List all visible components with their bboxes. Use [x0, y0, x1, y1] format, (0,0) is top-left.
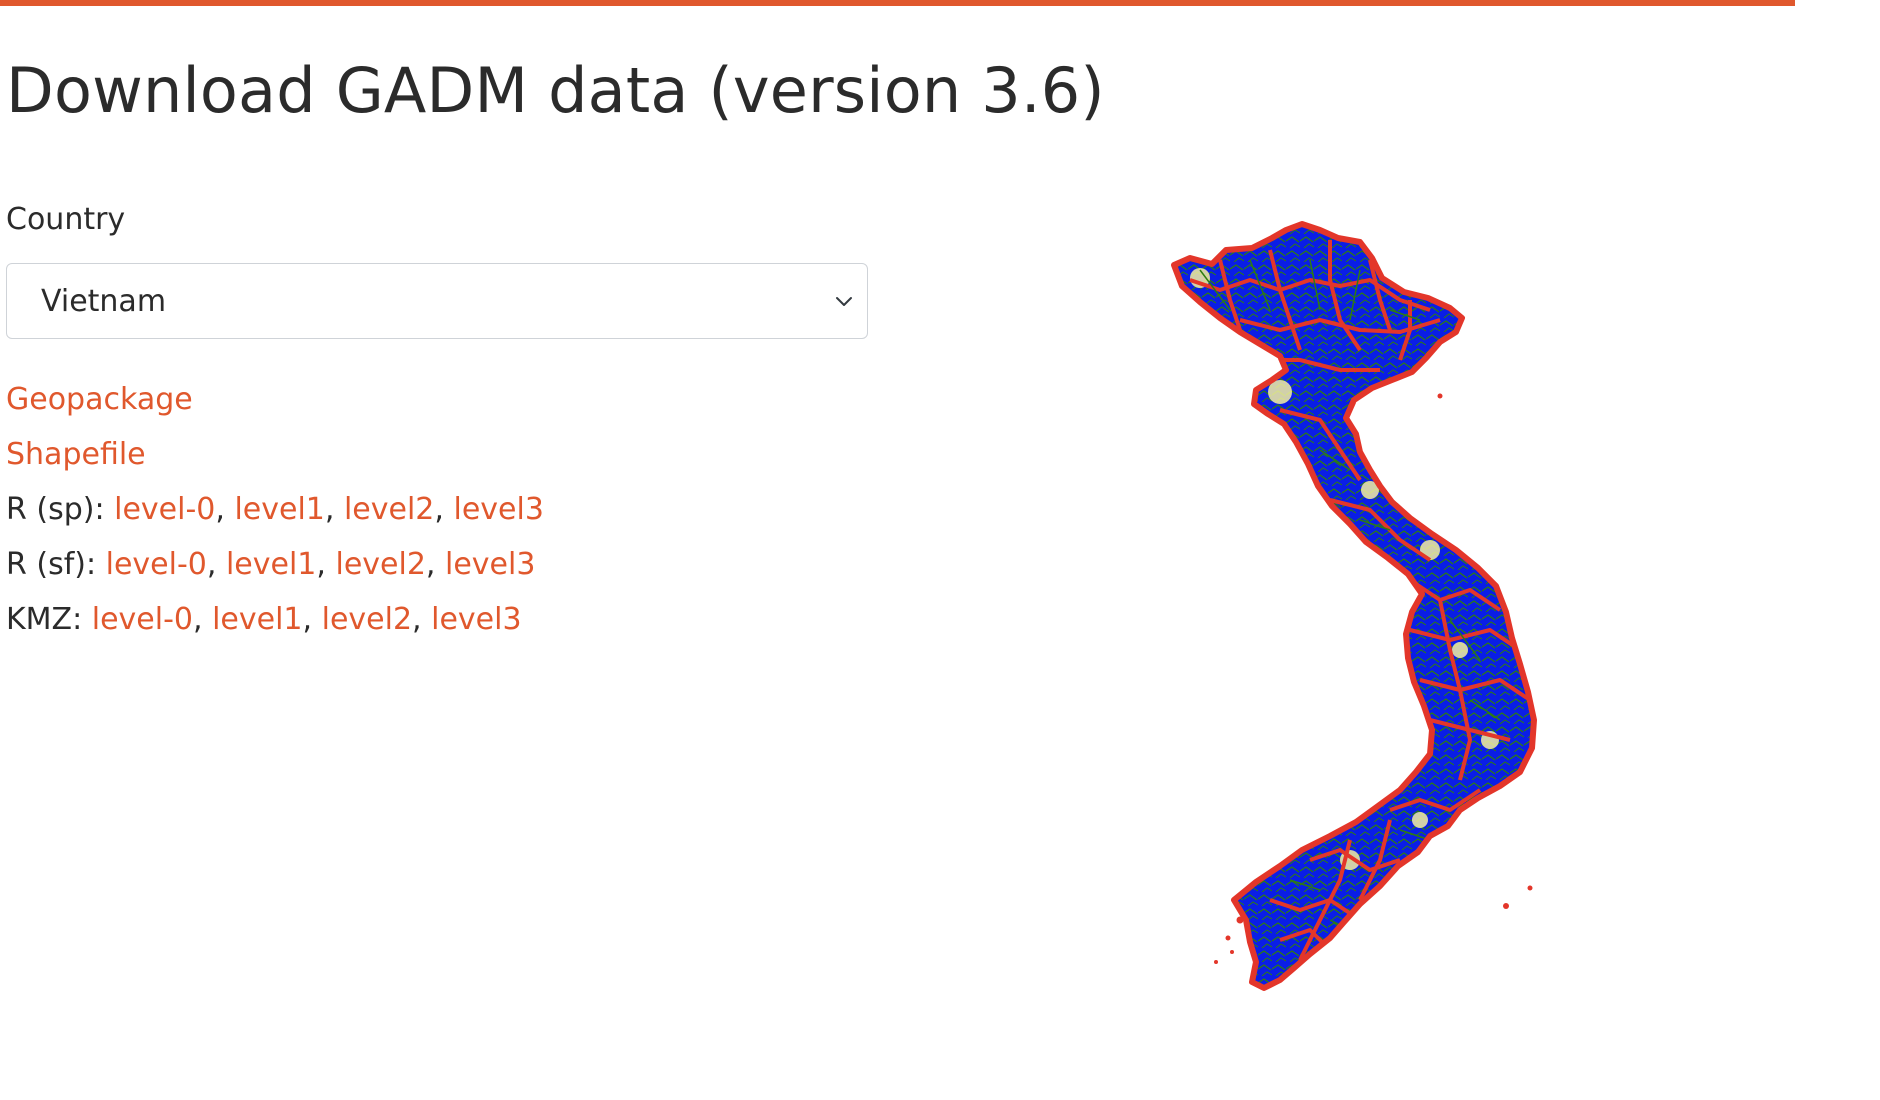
country-select-value: Vietnam [41, 283, 167, 319]
country-map [1160, 220, 1580, 1040]
geopackage-row: Geopackage [6, 372, 544, 427]
r-sp-level3-link[interactable]: level3 [453, 492, 544, 527]
kmz-level3-link[interactable]: level3 [431, 602, 522, 637]
shapefile-link[interactable]: Shapefile [6, 437, 146, 472]
country-select[interactable]: Vietnam [6, 263, 868, 339]
r-sp-level-0-link[interactable]: level-0 [114, 492, 216, 527]
r-sf-level3-link[interactable]: level3 [445, 547, 536, 582]
page-title: Download GADM data (version 3.6) [6, 54, 1105, 127]
kmz-level1-link[interactable]: level1 [212, 602, 303, 637]
r-sf-label: R (sf): [6, 547, 97, 582]
geopackage-link[interactable]: Geopackage [6, 382, 193, 417]
r-sf-level1-link[interactable]: level1 [225, 547, 317, 582]
kmz-row: KMZ: level-0, level1, level2, level3 [6, 602, 522, 637]
country-label: Country [6, 202, 126, 237]
download-links: Geopackage Shapefile R (sp): level-0, le… [6, 372, 544, 647]
kmz-label: KMZ: [6, 602, 83, 637]
shapefile-row: Shapefile [6, 427, 544, 482]
r-sp-level1-link[interactable]: level1 [234, 492, 325, 527]
top-accent-bar [0, 0, 1795, 6]
r-sp-row: R (sp): level-0, level1, level2, level3 [6, 492, 544, 527]
r-sf-level2-link[interactable]: level2 [335, 547, 426, 582]
r-sp-label: R (sp): [6, 492, 105, 527]
chevron-down-icon [836, 297, 852, 306]
r-sf-level-0-link[interactable]: level-0 [105, 547, 207, 582]
map-islands [1214, 393, 1533, 964]
kmz-level2-link[interactable]: level2 [321, 602, 413, 637]
kmz-level-0-link[interactable]: level-0 [91, 602, 194, 637]
r-sf-row: R (sf): level-0, level1, level2, level3 [6, 547, 536, 582]
r-sp-level2-link[interactable]: level2 [343, 492, 435, 527]
